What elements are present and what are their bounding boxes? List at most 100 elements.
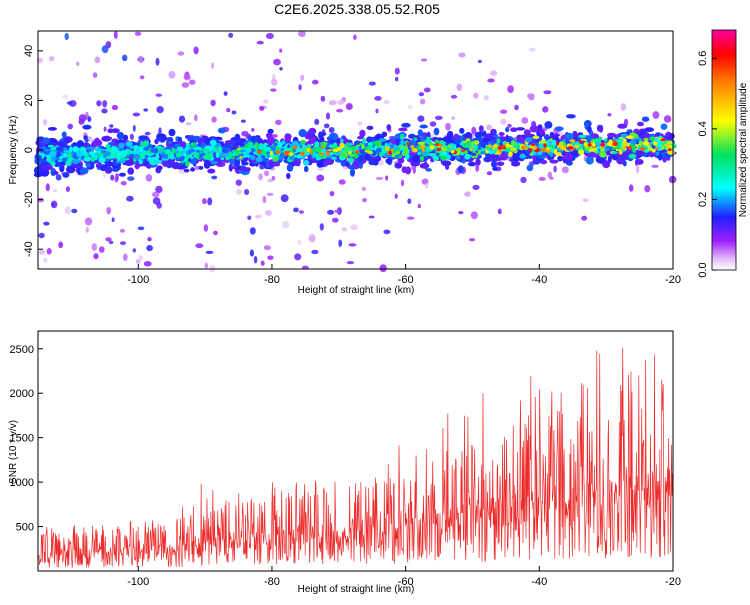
heatmap-cell [63, 150, 71, 154]
heatmap-cell [49, 150, 57, 158]
heatmap-cell [488, 136, 496, 141]
heatmap-cell [288, 152, 294, 157]
heatmap-cell [175, 150, 180, 154]
heatmap-cell [566, 160, 573, 166]
heatmap-cell [218, 145, 222, 152]
heatmap-cell [381, 131, 388, 137]
heatmap-cell [111, 104, 119, 111]
heatmap-cell [185, 160, 190, 167]
heatmap-cell [477, 59, 482, 64]
heatmap-cell [477, 144, 482, 150]
heatmap-cell [101, 108, 108, 114]
heatmap-cell [150, 147, 155, 153]
heatmap-cell [255, 156, 263, 163]
heatmap-cell [385, 175, 389, 181]
heatmap-cell [319, 223, 324, 231]
heatmap-cell [202, 154, 209, 160]
heatmap-cell [193, 46, 199, 55]
heatmap-cell [158, 127, 162, 136]
heatmap-cell [256, 40, 264, 45]
heatmap-cell [120, 181, 127, 186]
heatmap-cell [279, 48, 283, 53]
heatmap-cell [667, 148, 672, 152]
snr-x-label: Height of straight line (km) [298, 584, 415, 595]
heatmap-cell [284, 155, 288, 160]
heatmap-cell [138, 255, 144, 261]
heatmap-cell [554, 126, 564, 131]
heatmap-cell [231, 149, 239, 153]
heatmap-cell [138, 135, 148, 141]
heatmap-cell [490, 70, 498, 76]
heatmap-cell [138, 55, 144, 64]
heatmap-cell [528, 148, 533, 152]
heatmap-cell [270, 88, 277, 92]
heatmap-cell [655, 151, 660, 156]
heatmap-cell [339, 142, 345, 147]
heatmap-cell [143, 108, 148, 112]
heatmap-cell [54, 162, 62, 167]
heatmap-cell [93, 153, 99, 159]
heatmap-cell [168, 71, 176, 79]
heatmap-cell [264, 209, 272, 216]
heatmap-cell [320, 95, 326, 102]
heatmap-cell [538, 176, 546, 181]
heatmap-cell [621, 141, 626, 146]
heatmap-cell [440, 146, 447, 152]
heatmap-cell [464, 191, 471, 197]
heatmap-cell [309, 151, 313, 154]
heatmap-cell [394, 154, 400, 158]
heatmap-cell [628, 153, 637, 159]
heatmap-cell [94, 56, 101, 64]
heatmap-cell [133, 145, 137, 152]
heatmap-cell [330, 156, 338, 160]
heatmap-cell [492, 146, 496, 151]
heatmap-cell [542, 106, 549, 113]
heatmap-cell [379, 151, 384, 157]
heatmap-cell [41, 164, 51, 171]
heatmap-cell [600, 142, 605, 147]
heatmap-cell [638, 140, 644, 145]
x-tick-label: -40 [531, 576, 547, 588]
heatmap-cell [213, 230, 218, 236]
heatmap-cell [511, 152, 520, 158]
heatmap-cell [450, 150, 455, 154]
x-tick-label: -40 [531, 274, 547, 286]
heatmap-cell [55, 174, 62, 181]
heatmap-cell [587, 126, 592, 133]
heatmap-cell [107, 128, 114, 134]
heatmap-cell [266, 32, 274, 40]
x-tick-label: -100 [127, 274, 149, 286]
heatmap-cell [228, 32, 234, 38]
heatmap-cell [664, 153, 671, 159]
y-tick-label: 20 [23, 94, 35, 106]
heatmap-cell [510, 140, 516, 147]
heatmap-cell [244, 151, 249, 156]
heatmap-cell [79, 167, 89, 175]
heatmap-cell [458, 52, 466, 58]
heatmap-cell [457, 147, 461, 152]
heatmap-cell [236, 188, 242, 195]
heatmap-cell [239, 147, 247, 151]
heatmap-cell [549, 131, 555, 138]
heatmap-cell [298, 30, 306, 37]
heatmap-cell [364, 150, 370, 153]
heatmap-cell [285, 136, 291, 143]
heatmap-cell [604, 138, 608, 142]
heatmap-cell [294, 253, 302, 261]
heatmap-cell [332, 217, 339, 223]
heatmap-cell [540, 147, 546, 152]
heatmap-cell [155, 159, 163, 164]
heatmap-cell [336, 147, 342, 151]
heatmap-cell [329, 152, 334, 156]
heatmap-cell [259, 161, 267, 166]
heatmap-cell [111, 128, 120, 134]
heatmap-cell [652, 111, 660, 119]
heatmap-cell [155, 185, 163, 194]
heatmap-cell [616, 143, 621, 150]
heatmap-cell [328, 100, 337, 106]
heatmap-cell [101, 135, 112, 142]
heatmap-cell [364, 153, 371, 161]
heatmap-cell [385, 158, 393, 164]
heatmap-cell [445, 122, 451, 131]
heatmap-cell [368, 142, 373, 146]
